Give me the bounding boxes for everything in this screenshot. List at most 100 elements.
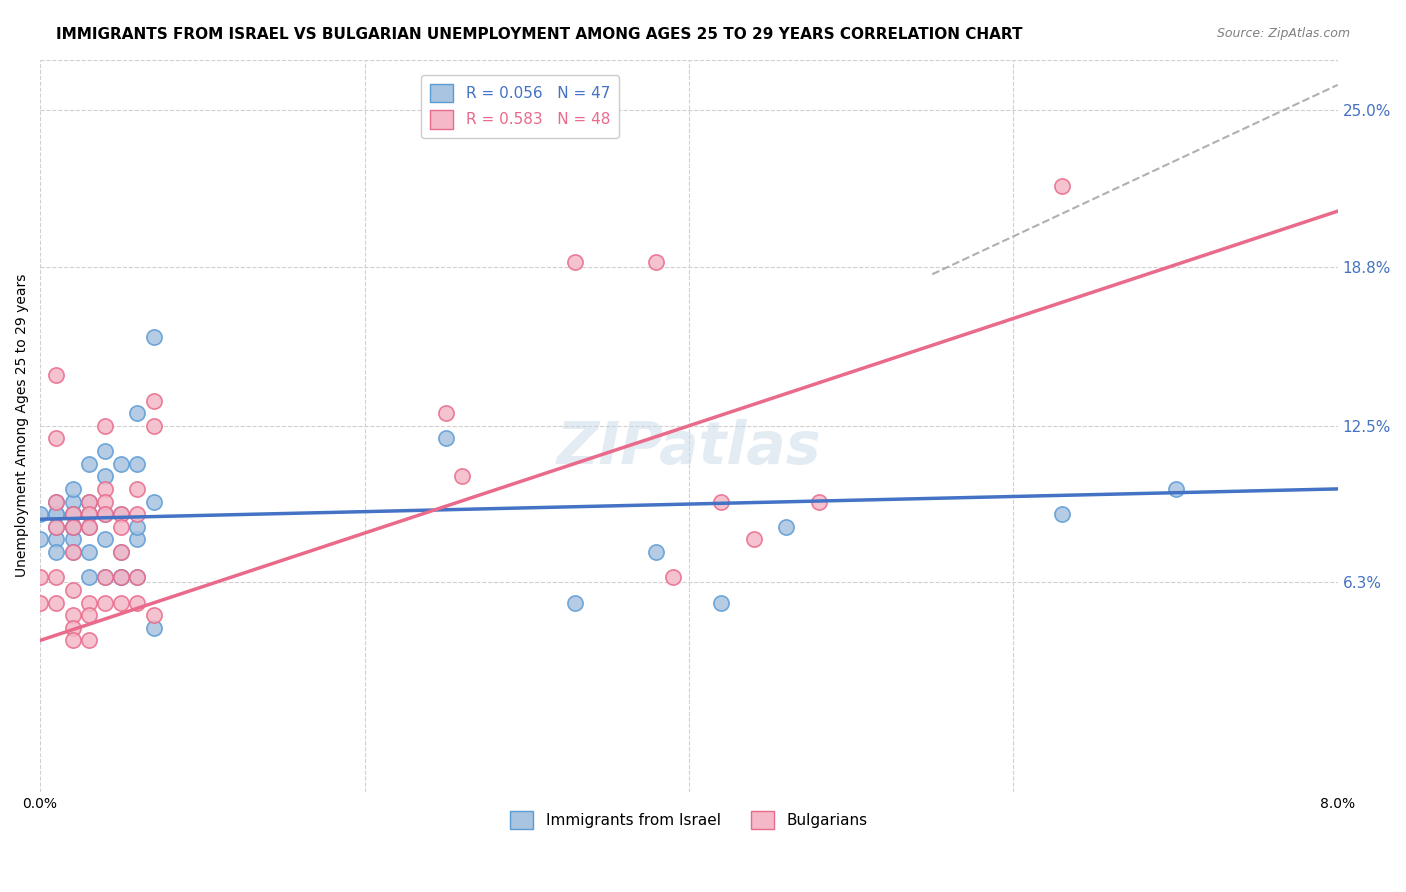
Point [645,545,668,559]
Point [30,533,52,547]
Text: Source: ZipAtlas.com: Source: ZipAtlas.com [1216,27,1350,40]
Point [62,507,84,521]
Point [62,507,84,521]
Point [45,520,67,534]
Point [45,507,67,521]
Point [661,570,683,584]
Point [142,494,165,508]
Point [94,507,117,521]
Point [62,520,84,534]
Point [94,482,117,496]
Point [62,520,84,534]
Point [30,596,52,610]
Point [142,608,165,623]
Y-axis label: Unemployment Among Ages 25 to 29 years: Unemployment Among Ages 25 to 29 years [15,274,30,577]
Point [127,596,149,610]
Point [710,494,733,508]
Point [77,494,100,508]
Point [45,494,67,508]
Point [45,570,67,584]
Point [77,596,100,610]
Point [94,570,117,584]
Point [110,570,132,584]
Point [94,507,117,521]
Point [127,406,149,420]
Point [142,330,165,344]
Point [127,457,149,471]
Point [94,533,117,547]
Point [77,507,100,521]
Point [62,520,84,534]
Point [1164,482,1187,496]
Point [142,418,165,433]
Point [450,469,472,483]
Point [710,596,733,610]
Point [110,507,132,521]
Point [110,520,132,534]
Point [127,507,149,521]
Point [62,533,84,547]
Point [775,520,797,534]
Point [45,507,67,521]
Point [434,406,457,420]
Point [127,533,149,547]
Point [45,545,67,559]
Point [127,482,149,496]
Point [45,520,67,534]
Point [110,507,132,521]
Point [62,633,84,648]
Point [62,507,84,521]
Point [30,507,52,521]
Point [45,494,67,508]
Point [62,608,84,623]
Point [45,596,67,610]
Point [62,494,84,508]
Point [77,545,100,559]
Point [77,633,100,648]
Point [110,545,132,559]
Point [564,596,586,610]
Point [77,457,100,471]
Text: ZIPatlas: ZIPatlas [557,419,821,476]
Point [94,418,117,433]
Point [110,457,132,471]
Point [142,621,165,635]
Point [30,570,52,584]
Point [62,621,84,635]
Point [77,494,100,508]
Point [77,520,100,534]
Point [742,533,765,547]
Point [807,494,830,508]
Point [45,431,67,445]
Point [77,520,100,534]
Point [127,570,149,584]
Point [77,570,100,584]
Text: IMMIGRANTS FROM ISRAEL VS BULGARIAN UNEMPLOYMENT AMONG AGES 25 TO 29 YEARS CORRE: IMMIGRANTS FROM ISRAEL VS BULGARIAN UNEM… [56,27,1022,42]
Point [45,368,67,383]
Point [94,469,117,483]
Point [62,582,84,597]
Point [77,608,100,623]
Legend: Immigrants from Israel, Bulgarians: Immigrants from Israel, Bulgarians [505,805,873,836]
Point [110,570,132,584]
Point [434,431,457,445]
Point [110,570,132,584]
Point [142,393,165,408]
Point [564,254,586,268]
Point [127,520,149,534]
Point [1050,178,1073,193]
Point [127,570,149,584]
Point [110,545,132,559]
Point [94,444,117,458]
Point [94,570,117,584]
Point [94,596,117,610]
Point [645,254,668,268]
Point [62,482,84,496]
Point [45,533,67,547]
Point [62,545,84,559]
Point [1050,507,1073,521]
Point [94,494,117,508]
Point [110,596,132,610]
Point [62,545,84,559]
Point [77,507,100,521]
